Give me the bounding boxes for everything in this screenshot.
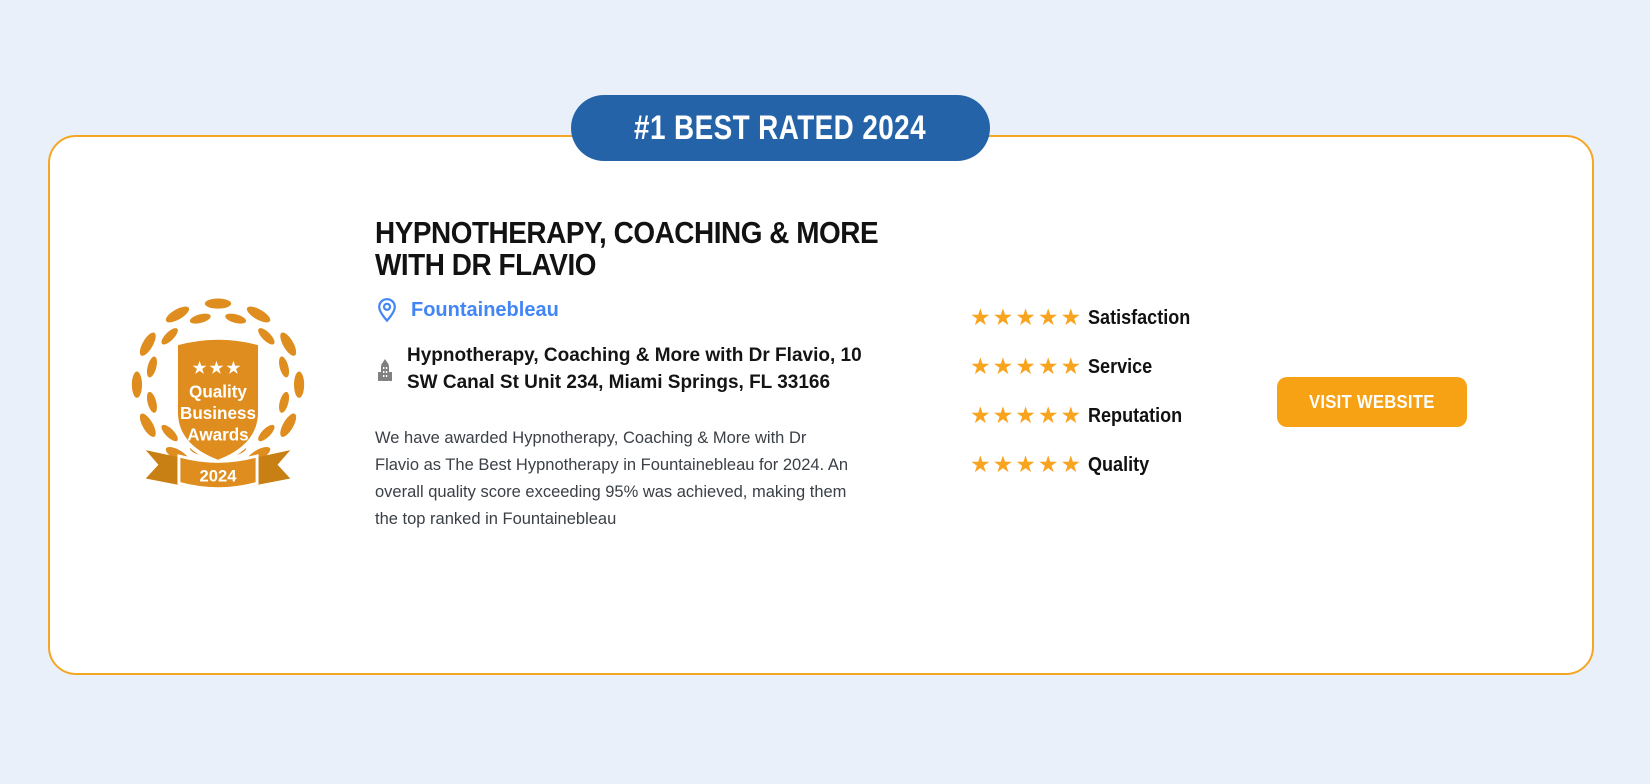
star-rating-icon: ★★★★★ (970, 402, 1084, 428)
ratings-list: ★★★★★ Satisfaction ★★★★★ Service ★★★★★ R… (970, 293, 1204, 489)
visit-website-label: VISIT WEBSITE (1309, 391, 1435, 412)
rating-row-quality: ★★★★★ Quality (970, 440, 1204, 489)
badge-title-line2: Business (180, 404, 256, 423)
rating-row-service: ★★★★★ Service (970, 342, 1204, 391)
best-rated-banner: #1 BEST RATED 2024 (571, 95, 990, 161)
badge-title-line3: Awards (187, 425, 248, 444)
location-row[interactable]: Fountainebleau (375, 297, 867, 323)
rating-label: Satisfaction (1088, 305, 1191, 329)
location-name[interactable]: Fountainebleau (411, 298, 559, 321)
business-info: HYPNOTHERAPY, COACHING & MORE WITH DR FL… (375, 215, 879, 533)
location-pin-icon (378, 298, 396, 323)
rating-row-satisfaction: ★★★★★ Satisfaction (970, 293, 1204, 342)
star-rating-icon: ★★★★★ (970, 353, 1084, 379)
business-title-line1: HYPNOTHERAPY, COACHING & MORE (375, 215, 879, 250)
badge-ribbon (145, 450, 291, 491)
rating-label: Quality (1088, 452, 1150, 476)
star-rating-icon: ★★★★★ (970, 451, 1084, 477)
quality-business-awards-badge: ★★★ Quality Business Awards 2024 (120, 287, 316, 497)
award-badge-icon: ★★★ Quality Business Awards 2024 (131, 298, 305, 491)
business-address: Hypnotherapy, Coaching & More with Dr Fl… (407, 345, 862, 394)
rating-row-reputation: ★★★★★ Reputation (970, 391, 1204, 440)
star-rating-icon: ★★★★★ (970, 304, 1084, 330)
address-row: Hypnotherapy, Coaching & More with Dr Fl… (375, 343, 867, 397)
badge-stars: ★★★ (193, 360, 244, 377)
badge-year: 2024 (200, 466, 238, 485)
badge-title-line1: Quality (189, 382, 247, 401)
award-description: We have awarded Hypnotherapy, Coaching &… (375, 429, 848, 529)
award-card: ★★★ Quality Business Awards 2024 HYPNOTH… (48, 135, 1594, 675)
rating-label: Reputation (1088, 403, 1183, 427)
best-rated-banner-label: #1 BEST RATED 2024 (634, 108, 927, 147)
business-title-line2: WITH DR FLAVIO (375, 247, 597, 283)
building-icon (375, 358, 397, 382)
visit-website-button[interactable]: VISIT WEBSITE (1277, 377, 1467, 427)
rating-label: Service (1088, 354, 1153, 378)
badge-shield (174, 335, 262, 464)
business-title: HYPNOTHERAPY, COACHING & MORE WITH DR FL… (375, 215, 879, 283)
